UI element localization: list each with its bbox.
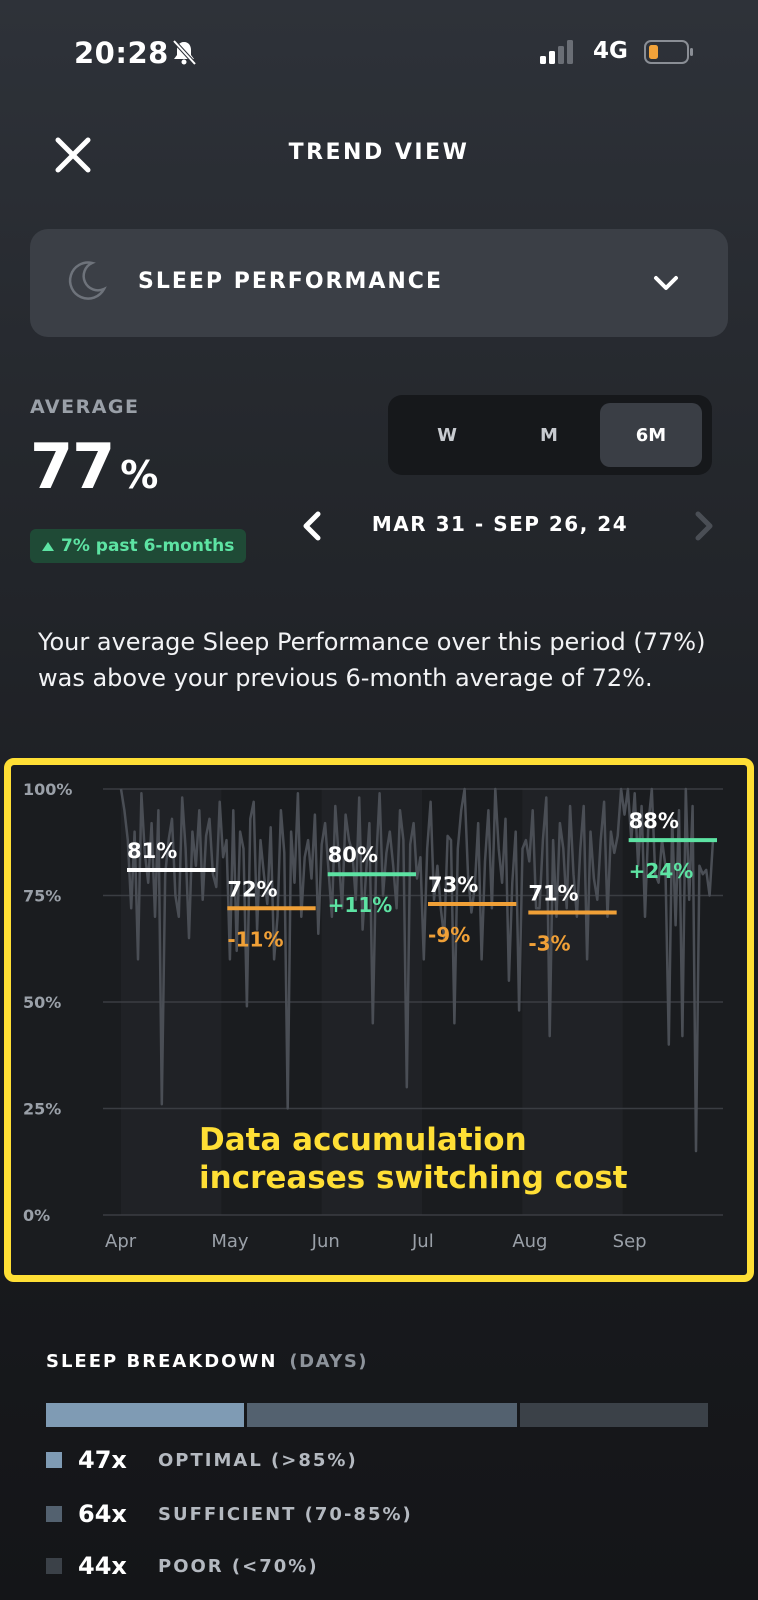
metric-selector-label: SLEEP PERFORMANCE [138,269,443,294]
trend-up-icon [42,541,54,551]
monthly-average-label: 72% [227,877,277,901]
sufficient-label: SUFFICIENT (70-85%) [158,1503,413,1525]
network-type: 4G [593,38,628,64]
bell-muted-icon [172,39,197,66]
y-tick-label: 0% [23,1206,50,1225]
average-unit: % [120,453,158,497]
sleep-breakdown-heading: SLEEP BREAKDOWN [46,1351,278,1372]
chevron-right-icon[interactable] [692,510,716,542]
tab-6-months[interactable]: 6M [600,403,702,467]
x-tick-label: Sep [613,1231,647,1252]
date-range: MAR 31 - SEP 26, 24 [371,512,629,536]
moon-icon [68,261,107,300]
sleep-breakdown-title: SLEEP BREAKDOWN (DAYS) [46,1351,368,1372]
monthly-average-label: 80% [328,843,378,867]
breakdown-row-sufficient: 64x SUFFICIENT (70-85%) [46,1497,413,1531]
monthly-change-label: -3% [528,932,570,956]
poor-swatch [46,1558,62,1574]
signal-icon [540,40,573,64]
trend-chart-svg: 100% 75% 50% 25% 0% 81% 72% -11% 80% +11% 73% -9% 71… [23,780,723,1252]
y-tick-label: 50% [23,993,61,1012]
monthly-change-label: -11% [227,927,283,951]
annotation-line-1: Data accumulation [199,1122,527,1158]
breakdown-bar-optimal [46,1403,244,1427]
range-tabs: W M 6M [388,395,712,475]
tab-month[interactable]: M [540,424,558,446]
monthly-change-label: -9% [428,923,470,947]
sleep-breakdown-unit: (DAYS) [289,1351,369,1372]
monthly-change-label: +11% [328,893,393,917]
tab-week[interactable]: W [437,424,457,446]
poor-label: POOR (<70%) [158,1555,319,1577]
battery-icon [644,40,693,64]
optimal-count: 47x [78,1446,127,1474]
monthly-average-label: 71% [528,882,578,906]
y-tick-label: 25% [23,1100,61,1119]
y-tick-label: 100% [23,780,72,799]
sufficient-swatch [46,1506,62,1522]
x-tick-label: Aug [512,1231,547,1252]
trend-badge: 7% past 6-months [30,529,247,563]
poor-count: 44x [78,1552,127,1580]
chevron-left-icon[interactable] [300,510,324,542]
summary-text: Your average Sleep Performance over this… [38,628,706,692]
daily-series-line [119,787,715,1153]
y-tick-label: 75% [23,887,61,906]
breakdown-bar-poor [520,1403,708,1427]
trend-badge-text: 7% past 6-months [61,536,235,556]
average-number: 77 [30,430,115,503]
metric-selector-dropdown[interactable]: SLEEP PERFORMANCE [30,229,728,337]
sufficient-count: 64x [78,1500,127,1528]
average-value: 77% [30,430,158,503]
monthly-average-label: 88% [629,809,679,833]
optimal-label: OPTIMAL (>85%) [158,1449,358,1471]
average-label: AVERAGE [30,396,140,418]
chart-annotation: Data accumulation increases switching co… [199,1121,628,1197]
trend-chart: 100% 75% 50% 25% 0% 81% 72% -11% 80% +11% 73% -9% 71… [4,758,754,1282]
x-tick-label: May [211,1231,249,1252]
monthly-average-label: 73% [428,873,478,897]
x-tick-label: Apr [105,1231,137,1252]
status-time: 20:28 [74,36,169,70]
monthly-average-label: 81% [127,839,177,863]
page-title: TREND VIEW [288,140,470,165]
optimal-swatch [46,1452,62,1468]
chevron-down-icon [654,276,678,290]
x-tick-label: Jun [311,1231,340,1252]
breakdown-row-poor: 44x POOR (<70%) [46,1549,319,1583]
close-icon[interactable] [54,136,92,174]
annotation-line-2: increases switching cost [199,1160,628,1196]
monthly-change-label: +24% [629,859,694,883]
x-tick-label: Jul [411,1231,434,1252]
breakdown-row-optimal: 47x OPTIMAL (>85%) [46,1443,358,1477]
breakdown-bar-sufficient [246,1403,518,1427]
